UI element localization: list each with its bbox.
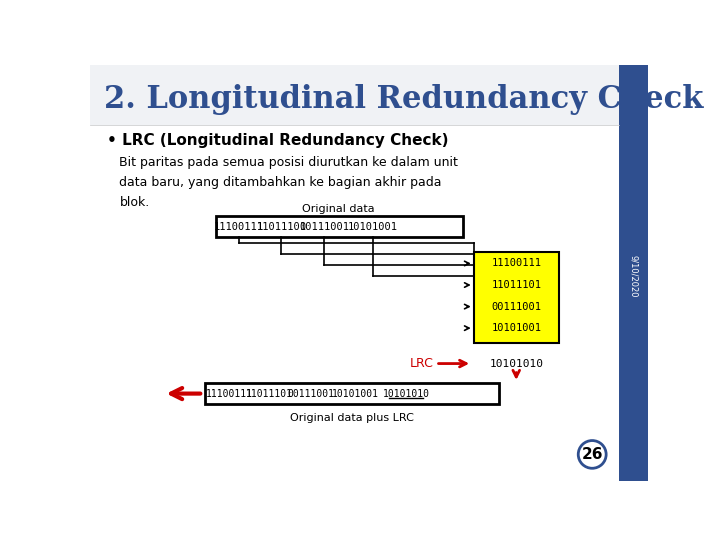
Text: 10101001: 10101001: [331, 389, 379, 399]
Text: 10101001: 10101001: [348, 221, 398, 232]
Text: 00111001: 00111001: [491, 301, 541, 312]
Bar: [216, 215, 463, 237]
Bar: [474, 252, 559, 343]
Bar: [90, 126, 648, 481]
Text: 11100111: 11100111: [206, 389, 253, 399]
Text: 11011101: 11011101: [246, 389, 293, 399]
Text: 9/10/2020: 9/10/2020: [629, 255, 638, 298]
Text: • LRC (Longitudinal Redundancy Check): • LRC (Longitudinal Redundancy Check): [107, 133, 449, 148]
Text: 00111001: 00111001: [287, 389, 334, 399]
Bar: [204, 383, 499, 404]
Text: 26: 26: [582, 447, 603, 462]
Text: 11100111: 11100111: [214, 221, 264, 232]
Text: 10101010: 10101010: [490, 359, 544, 369]
Text: Original data: Original data: [302, 204, 374, 214]
Text: Bit paritas pada semua posisi diurutkan ke dalam unit
data baru, yang ditambahka: Bit paritas pada semua posisi diurutkan …: [120, 156, 459, 208]
Text: 11100111: 11100111: [491, 259, 541, 268]
Bar: [619, 65, 648, 481]
Text: 00111001: 00111001: [299, 221, 349, 232]
Text: 10101010: 10101010: [383, 389, 430, 399]
Text: Original data plus LRC: Original data plus LRC: [290, 413, 414, 423]
Text: 11011101: 11011101: [256, 221, 307, 232]
Text: LRC: LRC: [410, 357, 433, 370]
Text: 10101001: 10101001: [491, 323, 541, 333]
Text: 11011101: 11011101: [491, 280, 541, 290]
Text: 2. Longitudinal Redundancy Check: 2. Longitudinal Redundancy Check: [104, 84, 703, 115]
